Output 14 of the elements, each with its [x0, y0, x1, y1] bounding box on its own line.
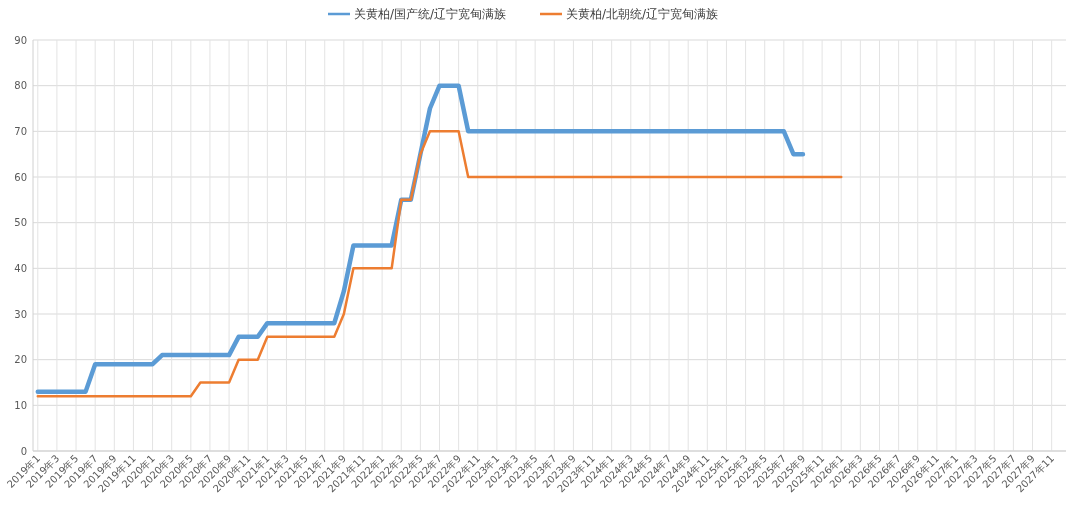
y-tick-label: 40	[14, 262, 27, 274]
legend-label: 关黄柏/国产统/辽宁宽甸满族	[354, 7, 507, 21]
y-tick-label: 10	[14, 399, 27, 411]
y-tick-label: 70	[14, 125, 27, 137]
y-tick-label: 30	[14, 308, 27, 320]
y-tick-label: 90	[14, 34, 27, 46]
line-series	[36, 130, 843, 398]
y-tick-label: 60	[14, 171, 27, 183]
y-tick-label: 0	[20, 445, 27, 457]
legend-label: 关黄柏/北朝统/辽宁宽甸满族	[566, 7, 719, 21]
y-tick-label: 80	[14, 80, 27, 92]
line-series	[35, 83, 806, 394]
y-tick-label: 20	[14, 354, 27, 366]
y-tick-label: 50	[14, 217, 27, 229]
